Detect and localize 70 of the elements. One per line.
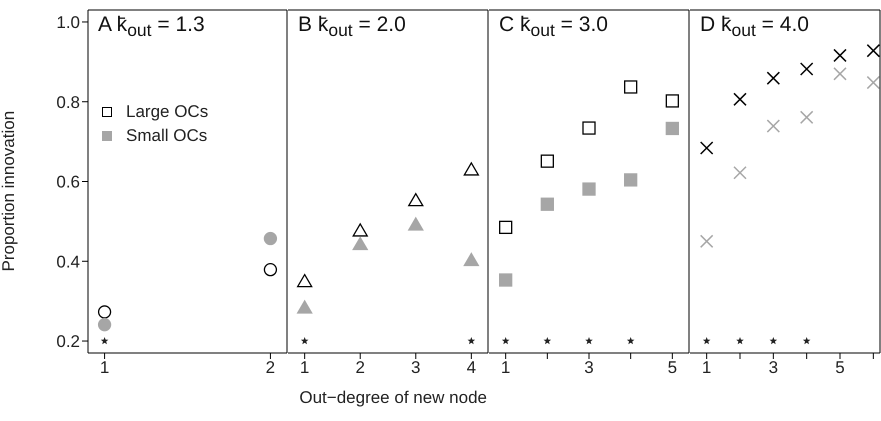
x-tick-label: 3 — [411, 358, 421, 378]
point — [702, 337, 710, 344]
point — [700, 141, 714, 155]
point — [766, 71, 780, 85]
point — [468, 337, 476, 344]
y-tick-label: 0.8 — [56, 92, 80, 112]
point — [264, 262, 278, 276]
legend-label: Large OCs — [126, 102, 208, 122]
chart-title: B k̄$_{out}$ = 2.0 — [298, 13, 406, 42]
x-tick-label: 1 — [300, 358, 310, 378]
point — [98, 318, 112, 332]
y-axis-title: Proportion innovation — [0, 110, 18, 272]
point — [666, 94, 679, 108]
point — [499, 273, 512, 287]
legend-label: Small OCs — [126, 126, 208, 146]
point — [352, 236, 368, 250]
point — [800, 62, 814, 76]
chart-title: A k̄$_{out}$ = 1.3 — [98, 13, 205, 42]
x-axis-title: Out−degree of new node — [299, 388, 487, 408]
point — [100, 337, 108, 344]
x-tick-label: 5 — [668, 358, 678, 378]
point — [770, 337, 778, 344]
point — [264, 232, 278, 246]
point — [626, 337, 634, 344]
x-tick-label: 2 — [266, 358, 276, 378]
point — [833, 67, 847, 81]
point — [352, 223, 368, 237]
y-tick-label: 0.4 — [56, 252, 80, 272]
x-tick-label: 3 — [768, 358, 778, 378]
point — [582, 121, 596, 135]
y-tick-label: 0.2 — [56, 332, 80, 352]
point — [585, 337, 593, 344]
point — [300, 337, 308, 344]
y-tick-label: 1.0 — [56, 13, 80, 32]
point — [624, 173, 638, 187]
x-tick-label: 1 — [500, 358, 510, 378]
x-tick-label: 3 — [584, 358, 594, 378]
point — [800, 110, 814, 124]
point — [733, 166, 747, 180]
point — [866, 76, 880, 90]
x-tick-label: 1 — [100, 358, 110, 378]
y-tick-label: 0.6 — [56, 172, 80, 192]
chart-title: D k̄$_{out}$ = 4.0 — [700, 13, 809, 42]
x-tick-label: 1 — [702, 358, 712, 378]
point — [502, 337, 510, 344]
x-tick-label: 4 — [466, 358, 476, 378]
point — [544, 337, 552, 344]
point — [408, 192, 424, 206]
point — [464, 162, 479, 176]
point — [624, 80, 638, 94]
x-tick-label: 5 — [835, 358, 845, 378]
chart-title: C k̄$_{out}$ = 3.0 — [499, 13, 608, 42]
point — [833, 48, 847, 62]
point — [802, 337, 810, 344]
point — [582, 182, 596, 196]
point — [666, 122, 679, 136]
point — [98, 305, 112, 319]
x-tick-label: 2 — [355, 358, 365, 378]
point — [766, 119, 780, 133]
point — [408, 217, 424, 231]
point — [733, 92, 747, 106]
point — [866, 44, 880, 58]
point — [700, 234, 714, 248]
point — [736, 337, 744, 344]
point — [297, 274, 312, 288]
point — [499, 220, 512, 234]
point — [297, 300, 312, 314]
point — [540, 154, 554, 168]
point — [540, 198, 554, 211]
point — [464, 252, 479, 266]
